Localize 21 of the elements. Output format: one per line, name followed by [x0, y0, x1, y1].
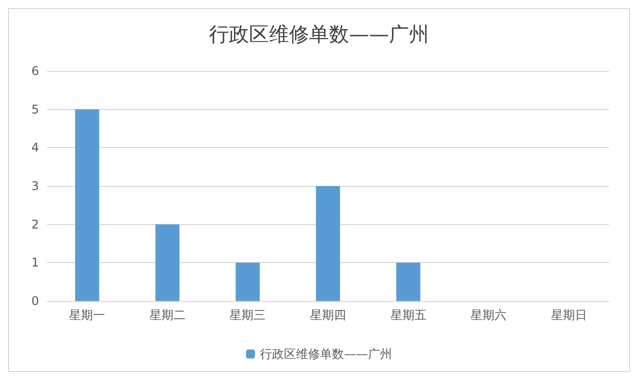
x-tick-label: 星期一: [69, 308, 106, 322]
bar: [236, 262, 260, 301]
bar: [155, 224, 180, 301]
y-tick-label: 1: [31, 256, 39, 270]
x-tick-label: 星期二: [149, 308, 186, 322]
chart-title: 行政区维修单数——广州: [209, 22, 429, 46]
y-tick-label: 4: [31, 140, 39, 155]
bar: [75, 109, 100, 301]
bar: [396, 262, 420, 301]
x-tick-label: 星期三: [230, 308, 266, 322]
y-tick-label: 5: [31, 102, 39, 116]
y-tick-label: 0: [31, 294, 39, 308]
x-tick-label: 星期五: [390, 308, 426, 322]
y-tick-label: 3: [31, 179, 39, 193]
x-tick-label: 星期日: [550, 308, 587, 322]
y-tick-label: 6: [31, 64, 39, 78]
y-tick-label: 2: [31, 217, 39, 232]
legend-label: 行政区维修单数——广州: [260, 347, 392, 361]
x-tick-label: 星期四: [310, 308, 346, 322]
bar: [316, 186, 340, 301]
x-tick-label: 星期六: [470, 308, 507, 322]
